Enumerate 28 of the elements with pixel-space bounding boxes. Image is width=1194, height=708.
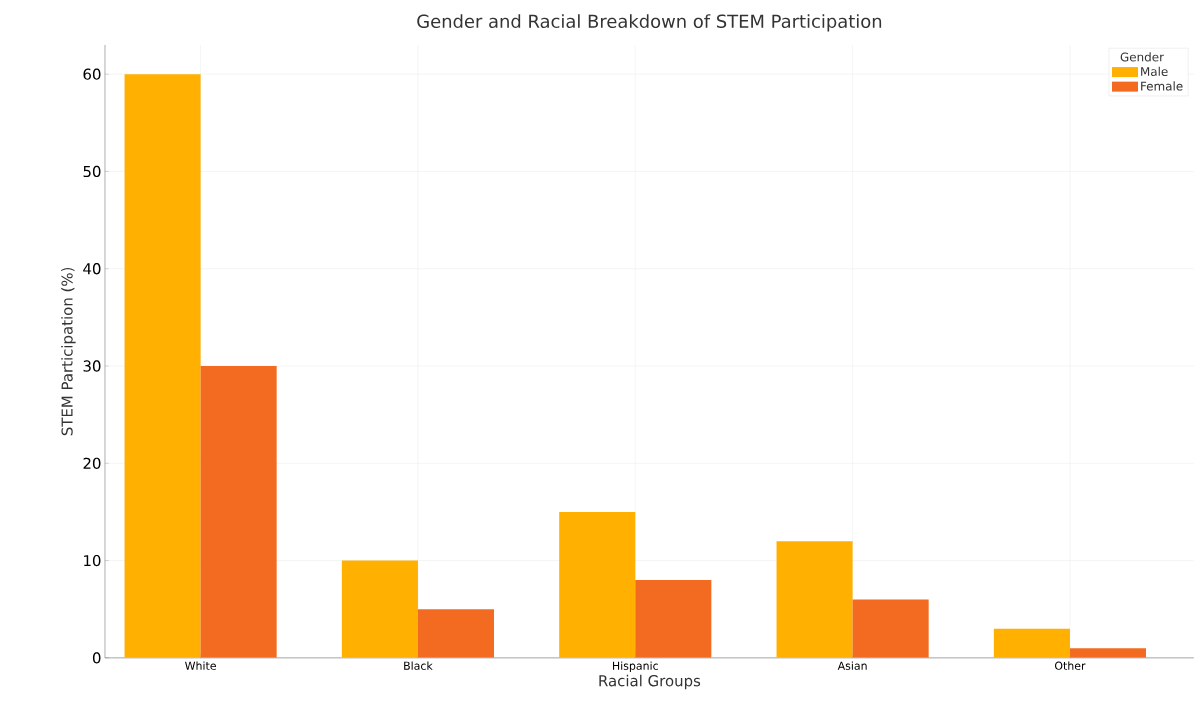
y-tick-label: 60	[83, 68, 101, 80]
x-tick-label: White	[185, 661, 216, 670]
bar	[1069, 648, 1147, 658]
bar	[776, 541, 853, 658]
bar	[993, 628, 1070, 658]
bar	[200, 366, 277, 658]
x-tick-label: Other	[1054, 661, 1086, 670]
legend-label: Female	[1141, 81, 1183, 91]
bar	[341, 560, 418, 658]
bar	[124, 74, 201, 658]
x-tick-label: Hispanic	[613, 661, 658, 673]
bar	[559, 512, 636, 658]
legend-label: Male	[1141, 66, 1168, 77]
y-axis-title: STEM Participation (%)	[61, 267, 76, 436]
chart-title: Gender and Racial Breakdown of STEM Participation	[417, 14, 882, 32]
bar	[852, 599, 929, 658]
y-tick-label: 40	[83, 263, 101, 275]
y-tick-label: 20	[83, 457, 101, 470]
y-tick-label: 50	[83, 165, 101, 178]
y-tick-label: 10	[84, 554, 101, 567]
x-tick-label: Black	[404, 661, 433, 670]
legend-title: Gender	[1120, 52, 1165, 62]
bar	[417, 609, 495, 658]
y-tick-label: 0	[92, 652, 101, 664]
y-tick-label: 30	[83, 360, 101, 372]
x-axis-title: Racial Groups	[599, 674, 701, 690]
x-tick-label: Asian	[837, 661, 867, 670]
bar	[635, 580, 712, 658]
